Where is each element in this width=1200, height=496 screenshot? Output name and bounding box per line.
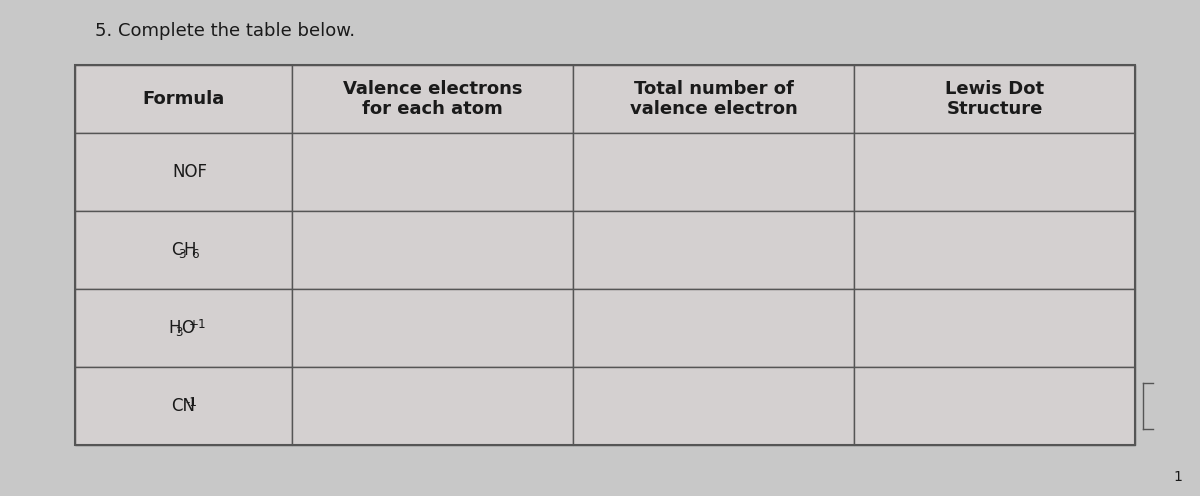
Text: Lewis Dot
Structure: Lewis Dot Structure — [944, 79, 1044, 119]
Text: Valence electrons
for each atom: Valence electrons for each atom — [343, 79, 522, 119]
Text: NOF: NOF — [173, 163, 208, 181]
Text: 5. Complete the table below.: 5. Complete the table below. — [95, 22, 355, 40]
Bar — [574, 367, 854, 445]
Bar — [74, 367, 293, 445]
Bar — [574, 289, 854, 367]
Bar — [854, 367, 1135, 445]
Text: 1: 1 — [1174, 470, 1182, 484]
Bar — [293, 211, 574, 289]
Text: CN: CN — [170, 397, 194, 415]
Text: H: H — [184, 241, 196, 259]
Bar — [574, 211, 854, 289]
Bar — [293, 65, 574, 133]
Bar — [74, 211, 293, 289]
Text: O: O — [181, 319, 194, 337]
Text: C: C — [170, 241, 182, 259]
Text: 3: 3 — [179, 248, 186, 261]
Bar — [854, 289, 1135, 367]
Bar — [293, 133, 574, 211]
Text: H: H — [168, 319, 181, 337]
Bar — [293, 367, 574, 445]
Text: Total number of
valence electron: Total number of valence electron — [630, 79, 798, 119]
Bar — [574, 133, 854, 211]
Bar — [293, 289, 574, 367]
Text: -1: -1 — [186, 396, 198, 409]
Text: +1: +1 — [188, 318, 206, 331]
Bar — [74, 133, 293, 211]
Text: Formula: Formula — [143, 90, 224, 108]
Bar — [854, 65, 1135, 133]
Text: 6: 6 — [191, 248, 199, 261]
Bar — [74, 65, 1135, 445]
Bar — [74, 289, 293, 367]
Bar — [854, 133, 1135, 211]
Bar — [74, 65, 293, 133]
Bar — [574, 65, 854, 133]
Text: 3: 3 — [175, 326, 184, 339]
Bar — [854, 211, 1135, 289]
